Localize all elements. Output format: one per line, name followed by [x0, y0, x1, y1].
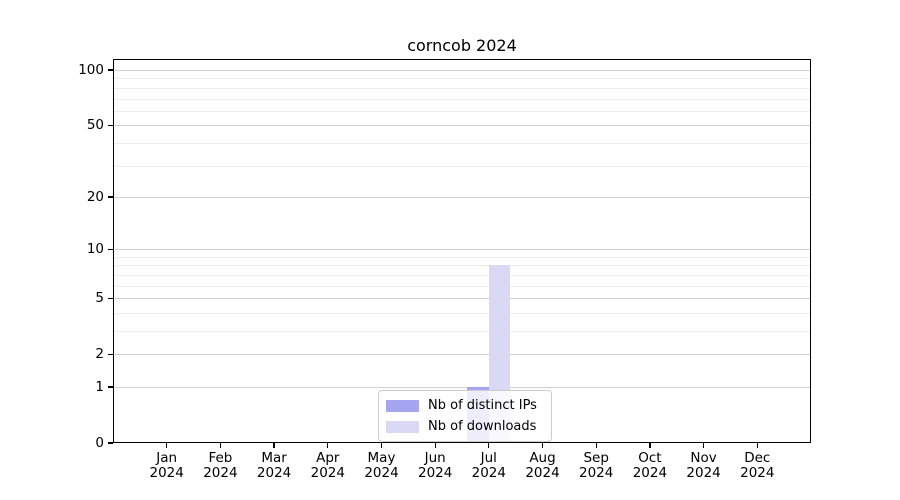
y-tick-mark	[108, 196, 113, 198]
x-tick-label: May 2024	[364, 450, 399, 481]
gridline-minor	[113, 87, 811, 89]
legend: Nb of distinct IPs Nb of downloads	[378, 390, 552, 442]
x-tick-mark	[703, 443, 705, 448]
gridline-major	[113, 354, 811, 356]
gridline-minor	[113, 78, 811, 80]
y-tick-label: 5	[95, 290, 104, 307]
x-tick-mark	[327, 443, 329, 448]
x-tick-mark	[595, 443, 597, 448]
x-tick-label: Oct 2024	[632, 450, 668, 481]
gridline-minor	[113, 331, 811, 332]
legend-swatch-distinct-ips-icon	[386, 399, 419, 412]
gridline-minor	[113, 142, 811, 144]
x-tick-label: Mar 2024	[256, 450, 292, 481]
y-tick-mark	[108, 353, 113, 355]
y-tick-label: 50	[86, 117, 104, 134]
legend-swatch-downloads-icon	[386, 420, 419, 433]
y-tick-mark	[108, 386, 113, 388]
y-tick-label: 20	[86, 188, 104, 205]
x-tick-mark	[649, 443, 651, 448]
plot-area	[113, 59, 811, 443]
y-tick-mark	[108, 297, 113, 299]
gridline-minor	[113, 110, 811, 112]
gridline-major	[113, 387, 811, 388]
chart-title: corncob 2024	[407, 36, 517, 55]
gridline-minor	[113, 312, 811, 314]
x-tick-mark	[541, 443, 544, 448]
y-tick-label: 10	[86, 241, 104, 258]
x-tick-label: Aug 2024	[525, 450, 560, 481]
x-tick-mark	[166, 443, 168, 448]
y-tick-mark	[108, 248, 113, 250]
y-tick-mark	[108, 442, 113, 444]
gridline-minor	[113, 165, 811, 167]
y-tick-label: 100	[78, 62, 104, 78]
gridline-major	[113, 249, 811, 251]
y-tick-label: 1	[95, 379, 104, 395]
y-tick-mark	[108, 124, 113, 126]
gridline-minor	[113, 98, 811, 100]
gridline-major	[113, 125, 811, 127]
x-tick-mark	[273, 443, 275, 448]
x-tick-mark	[434, 443, 436, 448]
x-tick-mark	[380, 443, 383, 448]
x-tick-label: Nov 2024	[686, 450, 721, 481]
gridline-major	[113, 196, 811, 198]
y-tick-mark	[108, 69, 113, 71]
legend-item-downloads: Nb of downloads	[386, 416, 544, 437]
x-tick-label: Jun 2024	[418, 450, 453, 481]
y-tick-label: 0	[95, 435, 104, 451]
y-tick-label: 2	[95, 346, 104, 363]
legend-label-distinct-ips: Nb of distinct IPs	[428, 398, 537, 413]
gridline-minor	[113, 285, 811, 287]
x-tick-label: Apr 2024	[310, 450, 345, 481]
legend-item-distinct-ips: Nb of distinct IPs	[386, 395, 544, 416]
gridline-minor	[113, 274, 811, 276]
x-tick-mark	[756, 443, 758, 448]
x-tick-mark	[219, 443, 221, 448]
x-tick-mark	[488, 443, 490, 448]
legend-label-downloads: Nb of downloads	[428, 419, 537, 434]
x-tick-label: Jan 2024	[149, 450, 184, 481]
x-tick-label: Dec 2024	[740, 450, 775, 481]
gridline-minor	[113, 256, 811, 258]
gridline-major	[113, 70, 811, 71]
gridline-major	[113, 298, 811, 300]
x-tick-label: Jul 2024	[471, 450, 506, 481]
gridline-minor	[113, 265, 811, 267]
x-tick-label: Feb 2024	[203, 450, 238, 481]
x-tick-label: Sep 2024	[579, 450, 614, 481]
